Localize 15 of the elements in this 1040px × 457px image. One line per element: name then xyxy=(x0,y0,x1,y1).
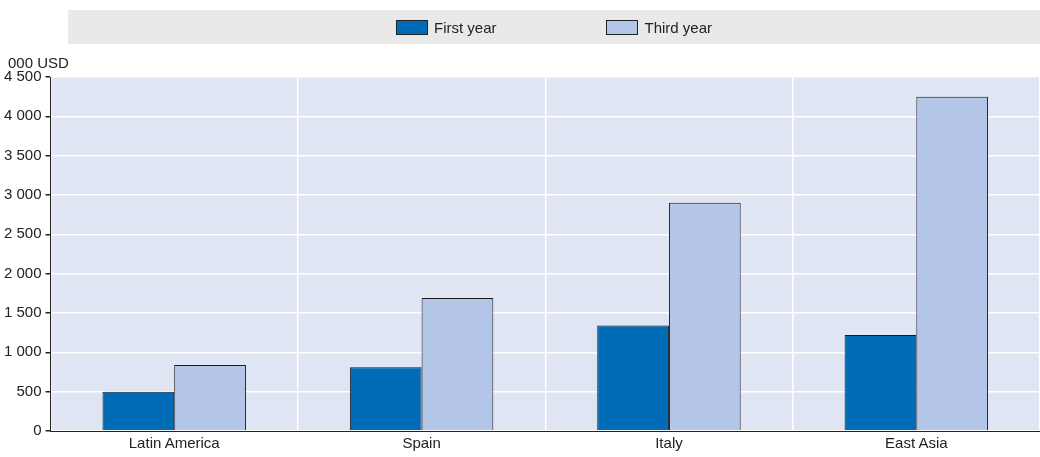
x-tick-label: Latin America xyxy=(128,434,221,452)
legend-label: Third year xyxy=(644,18,713,36)
y-tick-label: 0 xyxy=(33,421,42,439)
x-tick-label: East Asia xyxy=(885,434,949,452)
y-tick-label: 2 000 xyxy=(3,263,42,281)
y-tick-label: 1 000 xyxy=(3,342,42,360)
y-tick-label: 3 500 xyxy=(3,145,42,163)
legend-label: First year xyxy=(433,18,497,36)
y-tick-label: 4 000 xyxy=(3,106,42,124)
x-tick-label: Italy xyxy=(655,434,684,452)
y-tick-label: 500 xyxy=(16,381,42,399)
x-tick-label: Spain xyxy=(402,434,441,452)
y-tick-label: 3 000 xyxy=(3,185,42,203)
y-tick-label: 2 500 xyxy=(3,224,42,242)
y-tick-label: 1 500 xyxy=(3,303,42,321)
